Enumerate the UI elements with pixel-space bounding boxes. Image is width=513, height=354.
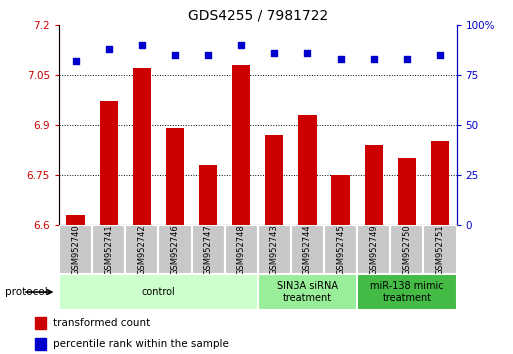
- Text: percentile rank within the sample: percentile rank within the sample: [53, 339, 229, 349]
- Text: GSM952747: GSM952747: [204, 224, 212, 275]
- Text: protocol: protocol: [5, 287, 48, 297]
- Text: control: control: [142, 287, 175, 297]
- Point: [436, 52, 444, 58]
- Bar: [125, 225, 159, 274]
- Bar: [199, 165, 217, 225]
- Bar: [299, 115, 317, 225]
- Point: [105, 46, 113, 52]
- Bar: [100, 102, 118, 225]
- Point: [403, 56, 411, 62]
- Text: GSM952742: GSM952742: [137, 224, 146, 275]
- Point: [204, 52, 212, 58]
- Bar: [232, 65, 250, 225]
- Text: GSM952740: GSM952740: [71, 224, 80, 275]
- Point: [71, 58, 80, 64]
- Bar: [191, 225, 225, 274]
- Bar: [133, 68, 151, 225]
- Text: GSM952751: GSM952751: [436, 224, 444, 275]
- Text: transformed count: transformed count: [53, 318, 151, 328]
- Bar: [59, 225, 92, 274]
- Bar: [398, 158, 416, 225]
- Point: [137, 42, 146, 47]
- Text: SIN3A siRNA
treatment: SIN3A siRNA treatment: [277, 281, 338, 303]
- Point: [337, 56, 345, 62]
- Bar: [365, 145, 383, 225]
- Bar: [357, 225, 390, 274]
- Bar: [92, 225, 125, 274]
- Bar: [159, 225, 191, 274]
- Bar: [67, 215, 85, 225]
- Text: GSM952749: GSM952749: [369, 224, 378, 275]
- Bar: [324, 225, 357, 274]
- Text: GSM952741: GSM952741: [104, 224, 113, 275]
- Bar: [390, 225, 423, 274]
- Bar: [331, 175, 350, 225]
- Title: GDS4255 / 7981722: GDS4255 / 7981722: [188, 8, 328, 22]
- Bar: [423, 225, 457, 274]
- Point: [270, 50, 279, 56]
- Point: [370, 56, 378, 62]
- Point: [171, 52, 179, 58]
- Text: GSM952744: GSM952744: [303, 224, 312, 275]
- Bar: [59, 274, 258, 310]
- Text: GSM952748: GSM952748: [236, 224, 246, 275]
- Bar: [35, 316, 46, 329]
- Point: [237, 42, 245, 47]
- Bar: [431, 142, 449, 225]
- Bar: [225, 225, 258, 274]
- Text: GSM952743: GSM952743: [270, 224, 279, 275]
- Bar: [265, 135, 284, 225]
- Bar: [258, 274, 357, 310]
- Text: GSM952745: GSM952745: [336, 224, 345, 275]
- Bar: [291, 225, 324, 274]
- Bar: [258, 225, 291, 274]
- Text: GSM952746: GSM952746: [170, 224, 180, 275]
- Bar: [35, 338, 46, 350]
- Text: miR-138 mimic
treatment: miR-138 mimic treatment: [370, 281, 444, 303]
- Point: [303, 50, 311, 56]
- Bar: [357, 274, 457, 310]
- Bar: [166, 128, 184, 225]
- Text: GSM952750: GSM952750: [402, 224, 411, 275]
